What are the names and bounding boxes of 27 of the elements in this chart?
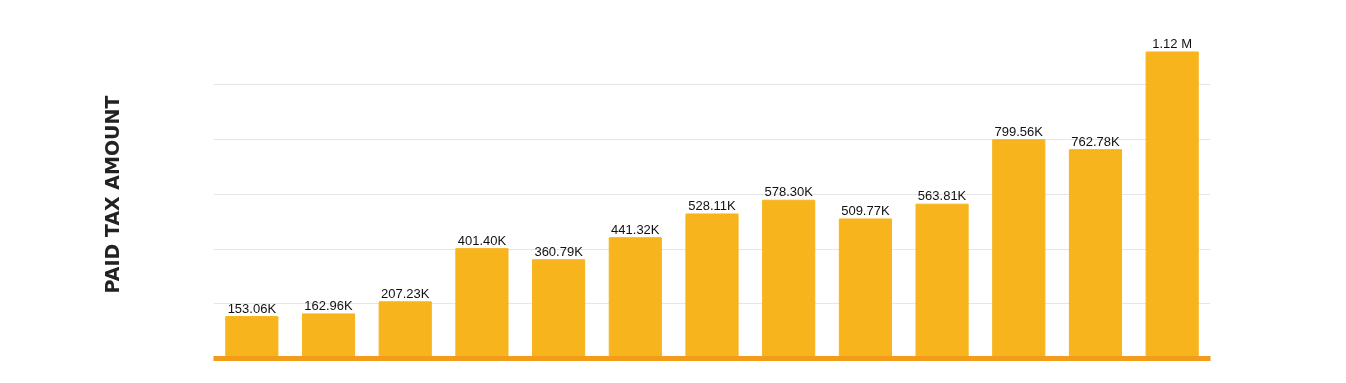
data-label: 563.81K xyxy=(917,188,967,204)
data-label: 578.30K xyxy=(764,184,814,200)
data-label: 401.40K xyxy=(457,232,507,248)
bar xyxy=(608,237,662,359)
bar xyxy=(455,248,509,359)
bar xyxy=(378,301,432,359)
bar xyxy=(762,199,816,359)
data-label: 207.23K xyxy=(381,285,430,301)
data-label: 799.56K xyxy=(994,123,1044,139)
bar xyxy=(838,218,892,359)
y-axis-title: PAID TAX AMOUNT xyxy=(100,95,123,294)
bar xyxy=(915,203,969,359)
data-label: 360.79K xyxy=(534,243,584,259)
data-label: 762.78K xyxy=(1071,133,1121,149)
data-label: 153.06K xyxy=(227,300,277,316)
bar xyxy=(225,316,279,359)
data-label: 441.32K xyxy=(611,221,660,237)
bar xyxy=(685,213,739,359)
data-label: 1.12 M xyxy=(1152,35,1193,51)
data-label: 509.77K xyxy=(841,202,890,218)
bar xyxy=(1068,149,1123,359)
bar xyxy=(992,139,1046,359)
data-label: 162.96K xyxy=(304,297,354,313)
bar xyxy=(532,259,586,359)
bar xyxy=(301,313,356,359)
data-label: 528.11K xyxy=(688,197,737,213)
bar xyxy=(1145,51,1199,359)
